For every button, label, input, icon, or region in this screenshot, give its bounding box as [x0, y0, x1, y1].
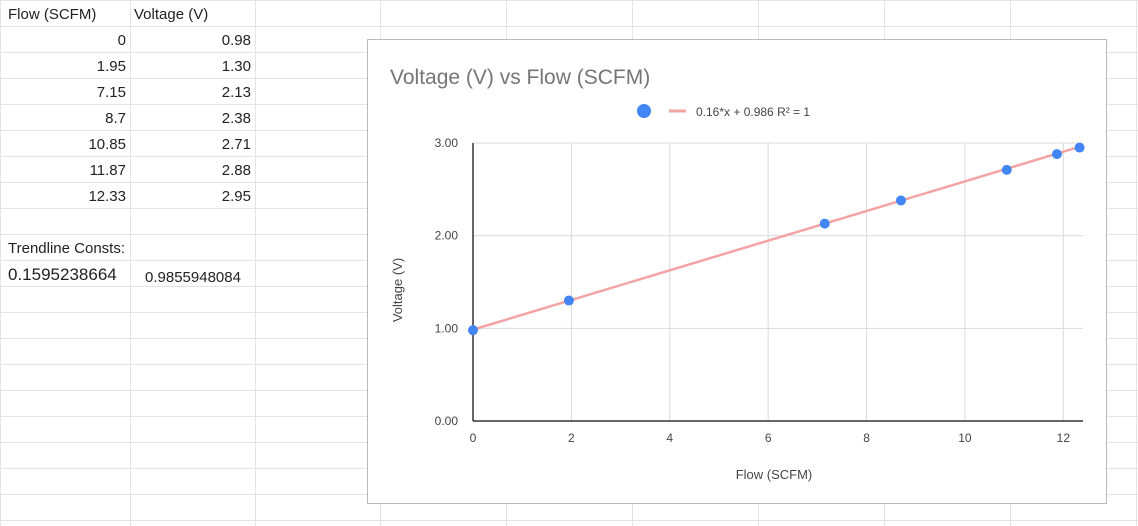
flow-cell[interactable]: 12.33: [88, 188, 126, 205]
flow-cell[interactable]: 11.87: [89, 162, 126, 179]
y-axis-title: Voltage (V): [390, 258, 405, 322]
chart-card[interactable]: Voltage (V) vs Flow (SCFM) 0.16*x + 0.986…: [367, 39, 1107, 504]
legend-point-icon: [637, 104, 651, 118]
chart-title: Voltage (V) vs Flow (SCFM): [390, 66, 650, 89]
header-flow[interactable]: Flow (SCFM): [8, 6, 97, 23]
data-point: [563, 295, 574, 306]
x-tick-label: 12: [1057, 431, 1071, 445]
voltage-cell[interactable]: 0.98: [221, 32, 251, 49]
x-tick-label: 8: [863, 431, 870, 445]
x-tick-label: 0: [470, 431, 477, 445]
scatter-chart: Voltage (V) vs Flow (SCFM) 0.16*x + 0.986…: [390, 66, 1085, 482]
voltage-cell[interactable]: 1.30: [221, 58, 251, 75]
flow-cell[interactable]: 10.85: [88, 136, 126, 153]
voltage-cell[interactable]: 2.95: [221, 188, 251, 205]
x-tick-label: 4: [666, 431, 673, 445]
data-point: [819, 218, 830, 229]
trendline-consts-label[interactable]: Trendline Consts:: [8, 240, 125, 257]
intercept-cell[interactable]: 0.9855948084: [145, 269, 241, 286]
slope-cell[interactable]: 0.1595238664: [8, 266, 117, 284]
x-tick-label: 10: [958, 431, 972, 445]
trendline: [472, 144, 1084, 331]
data-point: [1074, 142, 1085, 153]
y-tick-label: 2.00: [435, 229, 459, 243]
header-voltage[interactable]: Voltage (V): [134, 6, 209, 23]
data-point: [468, 325, 478, 336]
x-tick-label: 2: [568, 431, 575, 445]
y-tick-label: 3.00: [435, 136, 459, 150]
voltage-cell[interactable]: 2.38: [221, 110, 251, 127]
data-point: [895, 195, 906, 206]
y-tick-label: 0.00: [435, 414, 459, 428]
voltage-cell[interactable]: 2.71: [221, 136, 251, 153]
y-tick-label: 1.00: [435, 321, 459, 335]
voltage-cell[interactable]: 2.88: [221, 162, 251, 179]
data-point: [1001, 164, 1012, 175]
voltage-cell[interactable]: 2.13: [221, 84, 251, 101]
x-axis-title: Flow (SCFM): [736, 467, 813, 482]
legend-trend-label: 0.16*x + 0.986 R² = 1: [696, 105, 810, 119]
x-tick-label: 6: [765, 431, 772, 445]
flow-cell[interactable]: 1.95: [96, 58, 126, 75]
flow-cell[interactable]: 7.15: [96, 84, 126, 101]
flow-cell[interactable]: 0: [117, 32, 126, 49]
flow-cell[interactable]: 8.7: [105, 110, 126, 127]
data-point: [1051, 149, 1062, 160]
